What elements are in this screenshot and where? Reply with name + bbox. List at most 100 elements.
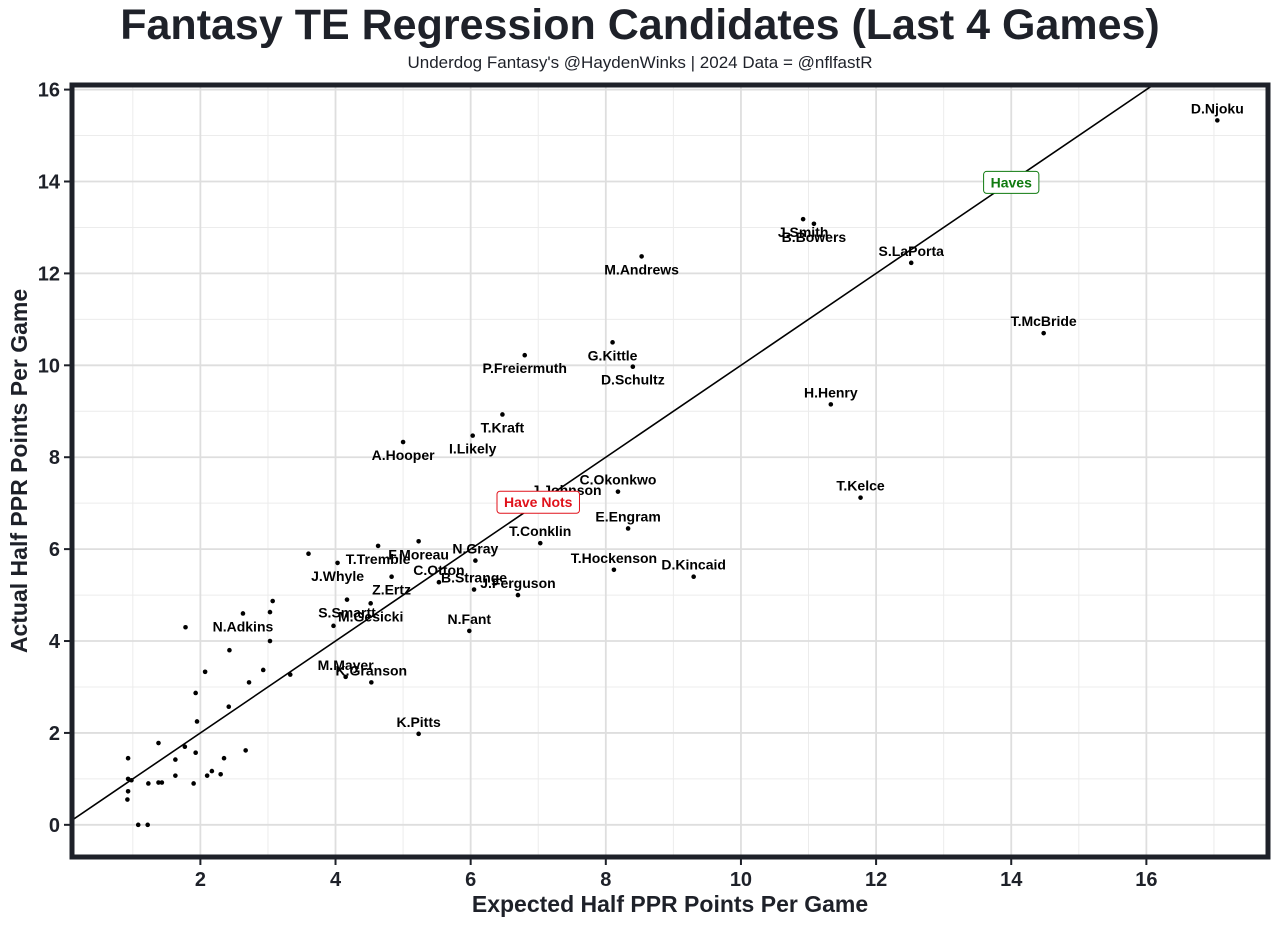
x-tick-label: 10 [730,869,752,891]
data-point [193,690,198,696]
point-label: B.Bowers [782,229,847,245]
x-axis-ticks: 2 4 6 8 10 12 14 16 [195,859,1157,891]
data-point [173,757,178,762]
data-point [368,601,373,606]
plot-background [72,85,1268,857]
data-point [335,560,340,566]
data-point [522,352,528,358]
data-point [260,667,266,673]
data-point [221,755,227,761]
data-point [209,768,215,774]
data-point [183,624,188,630]
annotation-label: Have Nots [504,494,573,510]
point-label: B.Strange [441,570,507,586]
data-point [467,628,472,634]
data-point [227,647,232,653]
data-point [389,574,394,579]
data-point [615,489,621,494]
data-point [145,822,150,828]
y-tick-label: 8 [49,447,60,469]
point-label: H.Henry [804,384,858,400]
chart-subtitle: Underdog Fantasy's @HaydenWinks | 2024 D… [407,53,873,72]
data-point [800,216,806,222]
point-label: D.Kincaid [661,557,726,573]
annotation: Haves [983,170,1040,194]
data-point [416,539,421,544]
y-axis-label: Actual Half PPR Points Per Game [6,289,32,653]
data-point [416,731,421,737]
point-label: N.Fant [448,611,492,627]
data-point [202,669,208,675]
point-label: D.Njoku [1191,100,1244,116]
point-label: T.Hockenson [571,550,657,566]
data-point [193,750,198,755]
point-label: N.Gray [452,541,498,557]
data-point [471,587,477,592]
point-label: J.Smith [778,224,829,240]
annotations: Haves Have Nots [496,170,1040,514]
data-point [125,788,131,794]
annotation-box [983,170,1040,194]
data-point [267,638,273,644]
data-point [270,598,275,604]
point-label: M.Andrews [604,261,679,277]
data-point [470,433,475,438]
data-point [125,797,130,802]
data-point [625,526,631,531]
point-label: C.Otton [413,562,464,578]
point-label: N.Adkins [213,618,274,634]
point-label: T.Tremble [346,551,411,567]
data-point [218,771,223,777]
point-label: D.Schultz [601,372,665,388]
data-point [828,402,834,407]
point-label: T.Kraft [481,419,525,435]
y-tick-label: 10 [38,355,60,377]
data-point [500,412,505,417]
point-label: K.Pitts [396,714,441,730]
data-point [240,611,246,616]
x-tick-label: 8 [600,869,611,891]
minor-gridlines [72,85,1268,857]
data-point [515,592,521,598]
data-point [182,744,188,750]
data-point [173,773,178,778]
point-label: P.Freiermuth [482,360,567,376]
data-point [287,672,293,677]
data-point [400,439,406,445]
annotation-label: Haves [991,174,1032,190]
data-point [204,773,210,778]
data-point [243,748,248,753]
data-point [375,543,381,549]
data-point [146,781,151,786]
point-label: S.LaPorta [879,243,945,259]
data-point [344,597,350,602]
point-label: T.Conklin [509,523,571,539]
point-label: T.Kelce [836,478,884,494]
point-label: M.Mayer [318,657,375,673]
point-label: Z.Ertz [372,582,411,598]
data-point [537,540,543,546]
data-point [267,609,273,615]
data-point [306,551,311,557]
point-label: F.Moreau [388,546,449,562]
point-label: J.Whyle [311,568,364,584]
data-point [194,719,200,724]
data-point [473,558,478,563]
y-tick-label: 2 [49,723,60,745]
data-point [191,781,196,786]
annotation-box [496,490,580,514]
x-tick-label: 16 [1135,869,1157,891]
data-point [331,623,336,629]
y-axis-ticks: 0 2 4 6 8 10 12 14 16 [38,80,70,837]
point-label: G.Kittle [588,347,638,363]
data-point [610,340,615,345]
data-point [1215,118,1220,123]
data-point [908,260,914,266]
point-label: K.Granson [336,662,408,678]
y-tick-label: 6 [49,539,60,561]
reference-line [72,85,1155,821]
data-point [156,740,161,746]
x-tick-label: 12 [865,869,887,891]
